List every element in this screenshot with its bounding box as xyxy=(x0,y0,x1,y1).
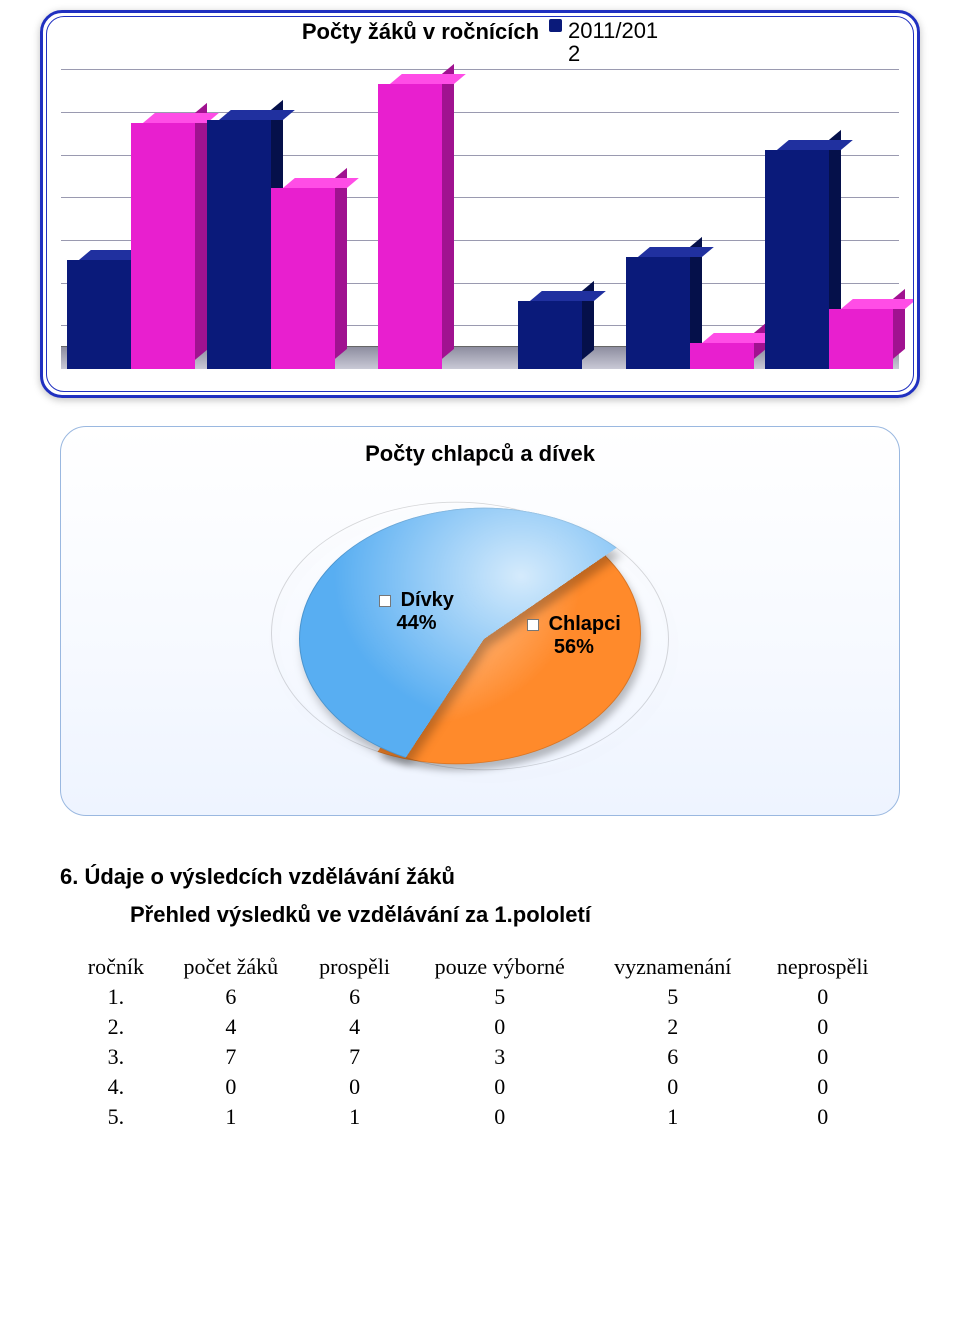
table-cell: 4. xyxy=(70,1072,162,1102)
pie-label-girls-line2: 44% xyxy=(396,612,436,634)
bar xyxy=(626,257,690,369)
table-row: 3.77360 xyxy=(70,1042,890,1072)
table-row: 2.44020 xyxy=(70,1012,890,1042)
table-cell: 5 xyxy=(590,982,755,1012)
table-cell: 0 xyxy=(409,1102,590,1132)
pie-label-boys-line2: 56% xyxy=(554,636,594,658)
table-cell: 3. xyxy=(70,1042,162,1072)
table-cell: 0 xyxy=(755,1042,890,1072)
legend-swatch-icon xyxy=(549,19,562,32)
bar xyxy=(829,309,893,369)
table-cell: 1 xyxy=(162,1102,300,1132)
table-cell: 6 xyxy=(162,982,300,1012)
table-header: prospěli xyxy=(300,952,409,982)
gridline xyxy=(61,69,899,70)
table-cell: 2 xyxy=(590,1012,755,1042)
table-cell: 5 xyxy=(409,982,590,1012)
table-cell: 0 xyxy=(409,1072,590,1102)
pie-label-dot-icon xyxy=(527,619,539,631)
table-cell: 4 xyxy=(300,1012,409,1042)
table-cell: 1. xyxy=(70,982,162,1012)
table-cell: 0 xyxy=(755,1102,890,1132)
table-cell: 0 xyxy=(755,1012,890,1042)
pie-label-girls-line1: Dívky xyxy=(401,589,454,611)
bar xyxy=(690,343,754,369)
table-cell: 0 xyxy=(409,1012,590,1042)
pie-label-boys: Chlapci 56% xyxy=(527,613,621,659)
pie-label-girls: Dívky 44% xyxy=(379,589,454,635)
bar-chart-title: Počty žáků v ročnících xyxy=(302,19,539,45)
table-row: 4.00000 xyxy=(70,1072,890,1102)
table-header: vyznamenání xyxy=(590,952,755,982)
table-cell: 7 xyxy=(300,1042,409,1072)
bar xyxy=(271,188,335,369)
legend-label: 2011/201 2 xyxy=(568,19,658,65)
results-table: ročníkpočet žákůprospělipouze výbornévyz… xyxy=(70,952,890,1132)
bar-group xyxy=(480,301,620,370)
table-header: počet žáků xyxy=(162,952,300,982)
bar xyxy=(378,84,442,369)
bar xyxy=(765,150,829,369)
pie-label-boys-line1: Chlapci xyxy=(549,613,621,635)
table-row: 5.11010 xyxy=(70,1102,890,1132)
table-cell: 6 xyxy=(590,1042,755,1072)
bar-group xyxy=(61,123,201,370)
table-header: neprospěli xyxy=(755,952,890,982)
table-cell: 7 xyxy=(162,1042,300,1072)
table-header: pouze výborné xyxy=(409,952,590,982)
table-cell: 4 xyxy=(162,1012,300,1042)
table-cell: 5. xyxy=(70,1102,162,1132)
pie-chart-title: Počty chlapců a dívek xyxy=(81,441,879,467)
bar xyxy=(207,120,271,369)
table-cell: 2. xyxy=(70,1012,162,1042)
table-cell: 0 xyxy=(162,1072,300,1102)
bar-group xyxy=(201,120,341,369)
section-subheading: Přehled výsledků ve vzdělávání za 1.polo… xyxy=(130,902,900,928)
bar-group xyxy=(759,150,899,369)
table-cell: 1 xyxy=(590,1102,755,1132)
table-cell: 1 xyxy=(300,1102,409,1132)
pie-chart-card: Počty chlapců a dívek Dívky 44% Chlapci … xyxy=(60,426,900,816)
bar-group xyxy=(340,84,480,369)
bar-group xyxy=(620,257,760,369)
bar xyxy=(518,301,582,370)
bar xyxy=(131,123,195,370)
bar xyxy=(67,260,131,370)
table-cell: 3 xyxy=(409,1042,590,1072)
bar-chart-card: Počty žáků v ročnících 2011/201 2 xyxy=(40,10,920,398)
bar-chart-bars xyxy=(61,84,899,369)
bar-chart-area xyxy=(61,69,899,369)
table-cell: 0 xyxy=(755,982,890,1012)
bar-chart-legend: 2011/201 2 xyxy=(549,19,658,65)
table-cell: 6 xyxy=(300,982,409,1012)
section-heading: 6. Údaje o výsledcích vzdělávání žáků xyxy=(60,864,900,890)
pie-label-dot-icon xyxy=(379,595,391,607)
table-cell: 0 xyxy=(590,1072,755,1102)
pie-chart-area: Dívky 44% Chlapci 56% xyxy=(295,473,665,793)
table-cell: 0 xyxy=(755,1072,890,1102)
table-row: 1.66550 xyxy=(70,982,890,1012)
table-cell: 0 xyxy=(300,1072,409,1102)
bar-chart-inner: Počty žáků v ročnících 2011/201 2 xyxy=(46,16,914,392)
table-header: ročník xyxy=(70,952,162,982)
